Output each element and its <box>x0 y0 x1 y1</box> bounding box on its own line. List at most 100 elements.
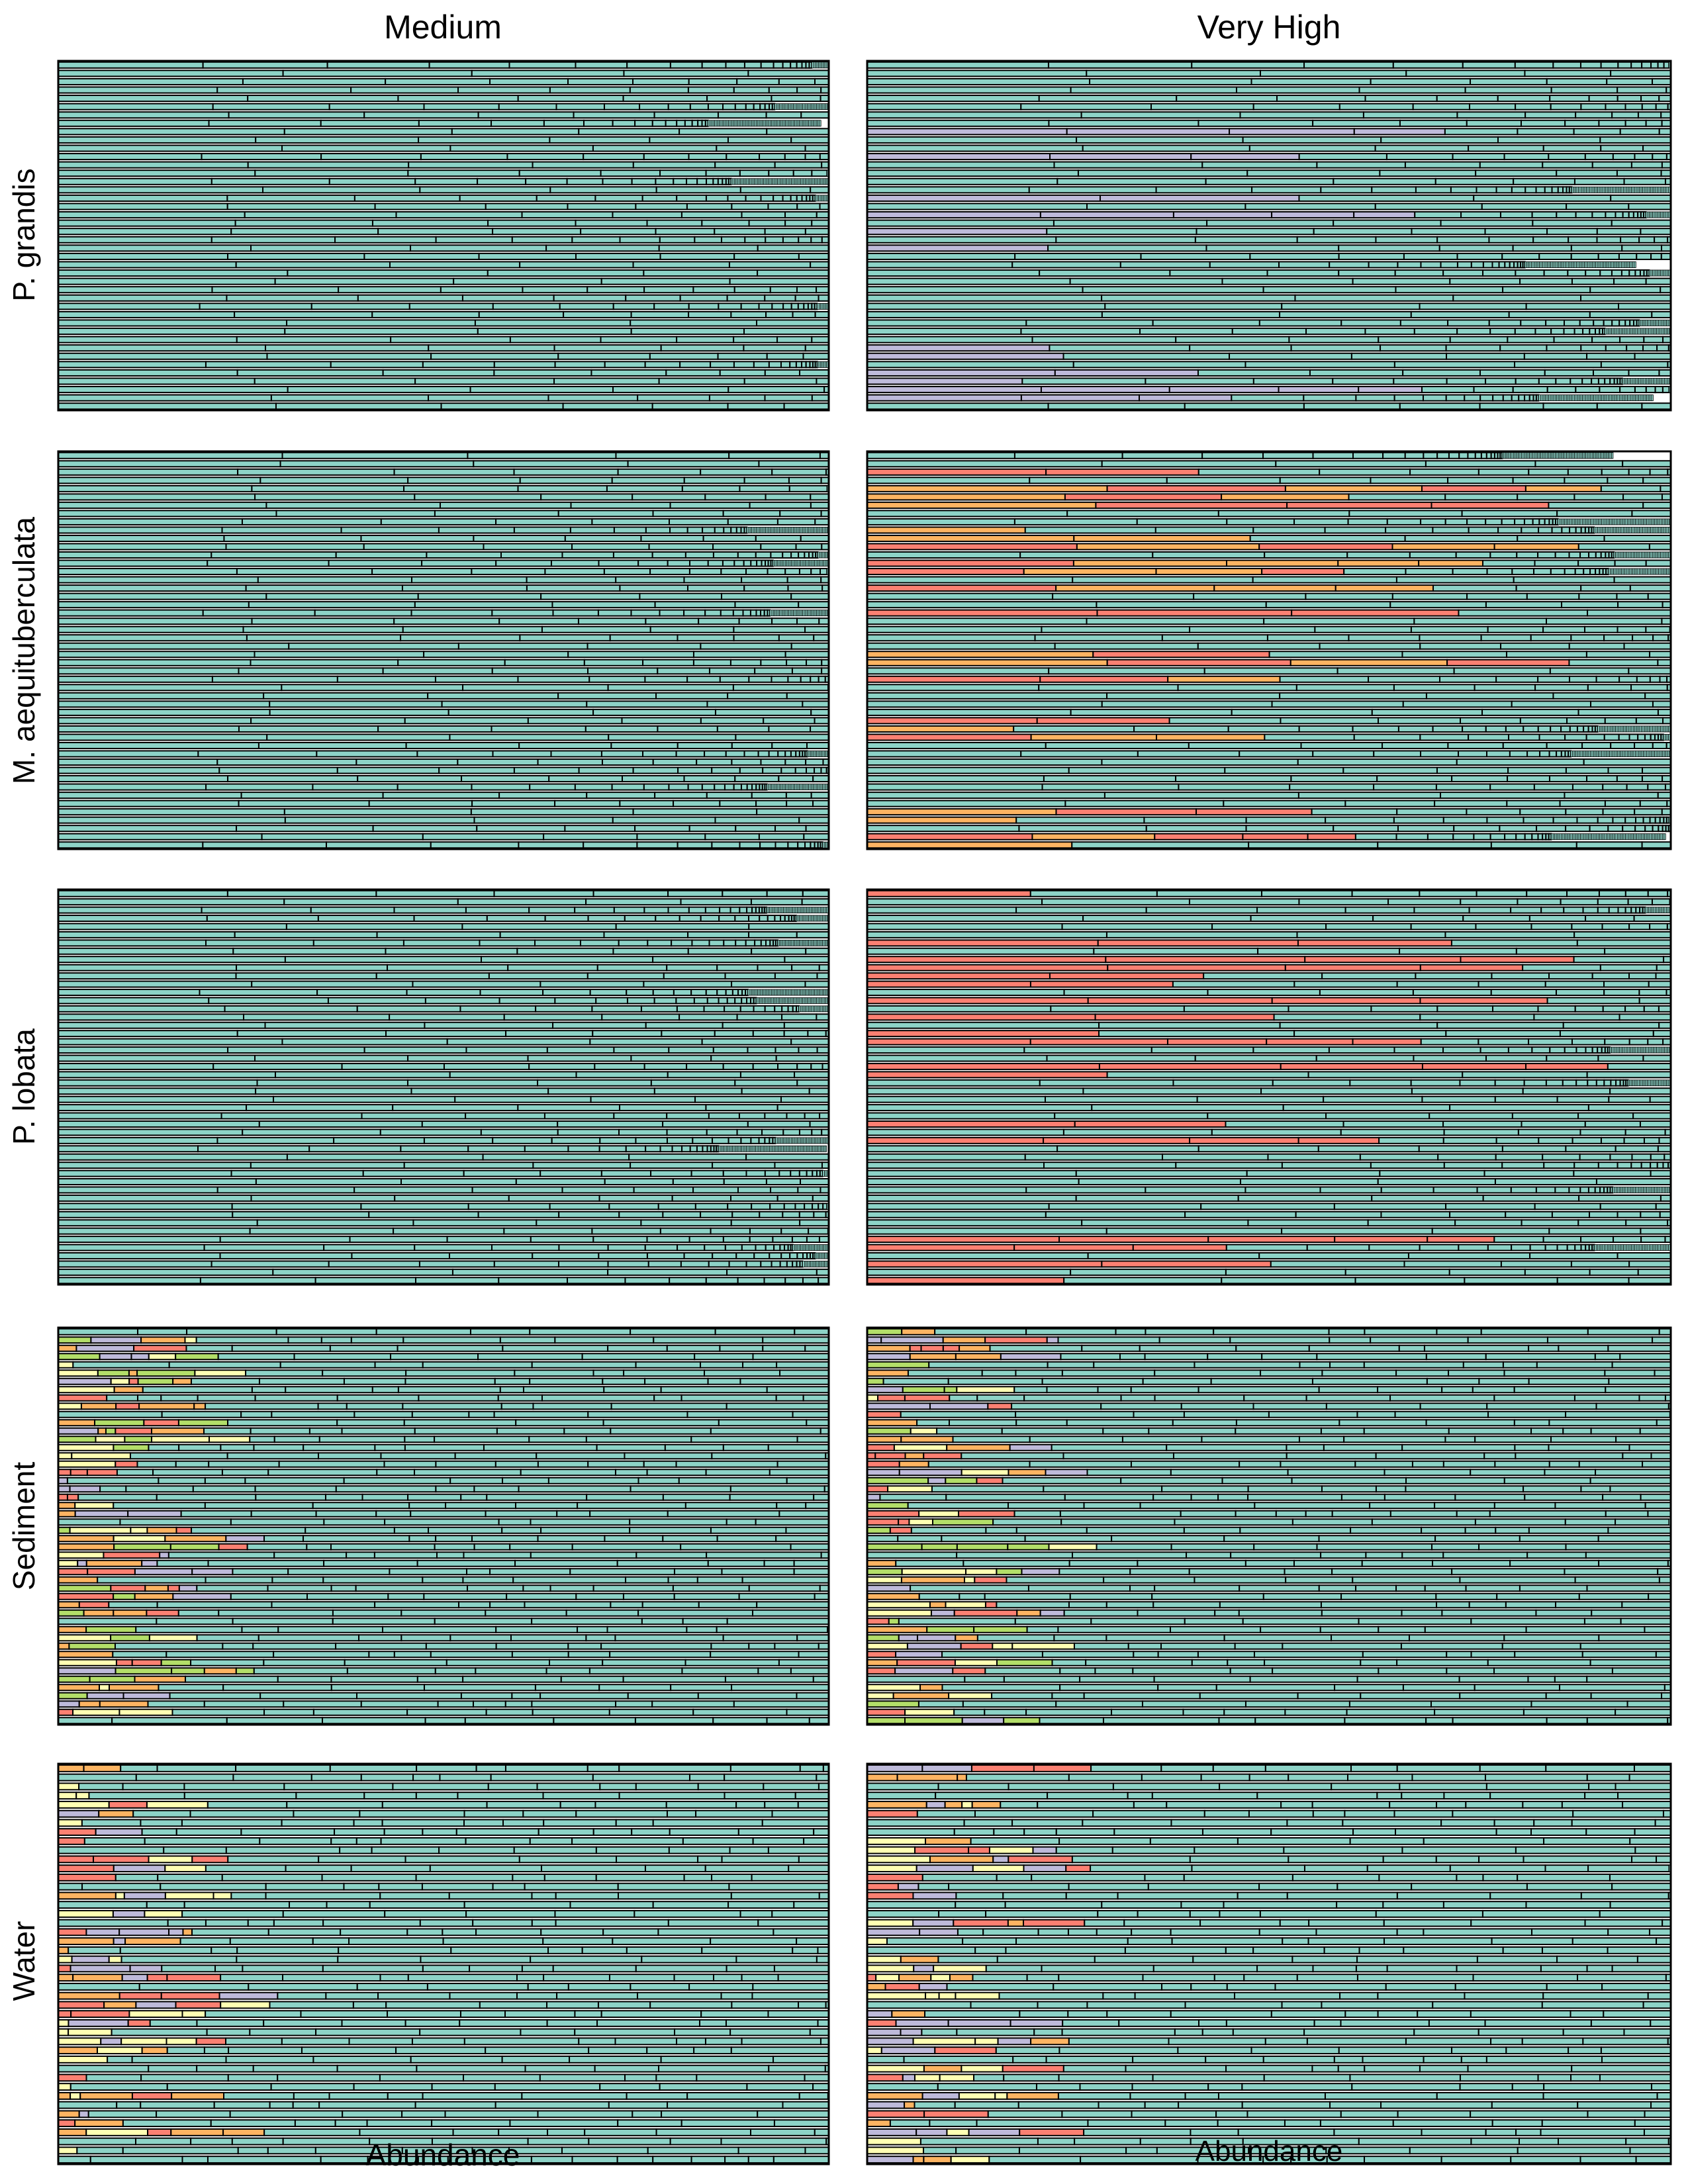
bar-segment <box>1282 1104 1451 1112</box>
bar-segment <box>1399 119 1468 127</box>
bar-segment <box>219 1251 353 1259</box>
bar-segment <box>58 1251 221 1259</box>
bar-segment <box>1407 1251 1531 1259</box>
bar-segment <box>1456 758 1585 766</box>
bar-segment <box>1479 402 1544 410</box>
sample-bar <box>867 69 1671 77</box>
bar-segment <box>1574 568 1585 576</box>
bar-segment <box>653 111 719 119</box>
bar-segment <box>1587 609 1672 617</box>
bar-segment <box>492 1136 553 1144</box>
bar-segment <box>1650 1161 1658 1169</box>
bar-segment <box>808 61 813 69</box>
bar-segment <box>751 947 807 955</box>
bar-segment <box>723 1178 767 1186</box>
bar-segment <box>637 559 669 567</box>
bar-segment <box>1551 526 1563 534</box>
bar-segment <box>259 477 409 484</box>
bar-segment <box>236 336 392 343</box>
bar-segment <box>1563 328 1575 336</box>
bar-segment <box>1550 86 1618 94</box>
bar-segment <box>1025 1186 1147 1194</box>
bar-segment <box>1445 344 1501 352</box>
sample-bar <box>867 1178 1671 1186</box>
bar-segment <box>1380 1186 1434 1194</box>
bar-segment <box>1432 584 1517 592</box>
bar-segment <box>1662 717 1672 725</box>
bar-segment <box>471 69 625 77</box>
bar-segment <box>1652 700 1671 708</box>
bar-segment <box>1627 898 1653 906</box>
bar-segment <box>805 758 824 766</box>
bar-segment <box>1603 319 1613 327</box>
bar-segment <box>607 1244 646 1251</box>
bar-segment <box>575 1071 669 1079</box>
bar-segment <box>1507 336 1555 343</box>
bar-segment <box>1351 889 1421 897</box>
bar-segment <box>1082 1087 1262 1095</box>
bar-segment <box>1482 269 1517 277</box>
bar-segment <box>759 841 776 849</box>
bar-segment <box>643 783 670 791</box>
bar-segment <box>1039 269 1171 277</box>
bar-segment <box>776 1104 830 1112</box>
bar-segment <box>867 825 1020 833</box>
bar-segment <box>784 568 800 576</box>
bar-segment <box>1524 1268 1591 1276</box>
bar-segment <box>1183 1005 1289 1013</box>
bar-segment <box>1528 1038 1573 1046</box>
bar-segment <box>1598 889 1626 897</box>
bar-segment <box>1554 1186 1570 1194</box>
bar-segment <box>1640 1161 1652 1169</box>
bar-segment <box>532 1251 600 1259</box>
bar-segment <box>596 964 668 972</box>
bar-segment <box>1628 667 1672 675</box>
bar-segment <box>400 634 521 642</box>
sample-bar <box>867 601 1672 609</box>
bar-segment <box>1602 808 1636 816</box>
bar-segment <box>640 1005 678 1013</box>
bar-segment <box>732 684 829 692</box>
bar-segment <box>1101 294 1296 302</box>
bar-segment <box>1658 369 1671 377</box>
bar-segment <box>679 915 702 923</box>
bar-segment <box>1073 534 1251 542</box>
bar-segment <box>547 1087 655 1095</box>
bar-segment <box>718 302 742 310</box>
bar-segment <box>673 799 721 807</box>
bar-segment <box>804 1203 814 1210</box>
bar-segment <box>867 725 1015 733</box>
bar-segment <box>600 1169 652 1177</box>
bar-segment <box>499 931 605 938</box>
bar-segment <box>1459 1079 1496 1087</box>
bar-segment <box>1352 277 1451 285</box>
bar-segment <box>1245 825 1335 833</box>
bar-segment <box>1200 1203 1335 1210</box>
bar-segment <box>677 741 733 749</box>
bar-segment <box>1197 468 1321 476</box>
sample-bar <box>867 1203 1671 1210</box>
bar-segment <box>806 1169 814 1177</box>
bar-segment <box>749 1236 774 1244</box>
bar-segment <box>1466 119 1522 127</box>
bar-segment <box>489 77 569 85</box>
bar-segment <box>652 956 786 964</box>
bar-segment <box>226 194 355 202</box>
bar-segment <box>566 177 604 185</box>
bar-segment <box>652 988 675 996</box>
bar-segment <box>1440 219 1534 227</box>
bar-segment <box>806 1236 820 1244</box>
bar-segment <box>810 501 830 509</box>
bar-segment <box>867 319 1027 327</box>
bar-segment <box>731 741 773 749</box>
bar-segment <box>1239 111 1364 119</box>
bar-segment <box>1521 1120 1586 1128</box>
bar-segment <box>700 1210 733 1218</box>
bar-segment <box>643 286 694 294</box>
bar-segment <box>314 609 412 617</box>
sample-bar <box>867 394 1654 402</box>
sample-bar <box>58 1030 830 1038</box>
sample-bar <box>58 194 829 202</box>
bar-segment <box>1611 319 1620 327</box>
bar-segment <box>263 692 429 700</box>
